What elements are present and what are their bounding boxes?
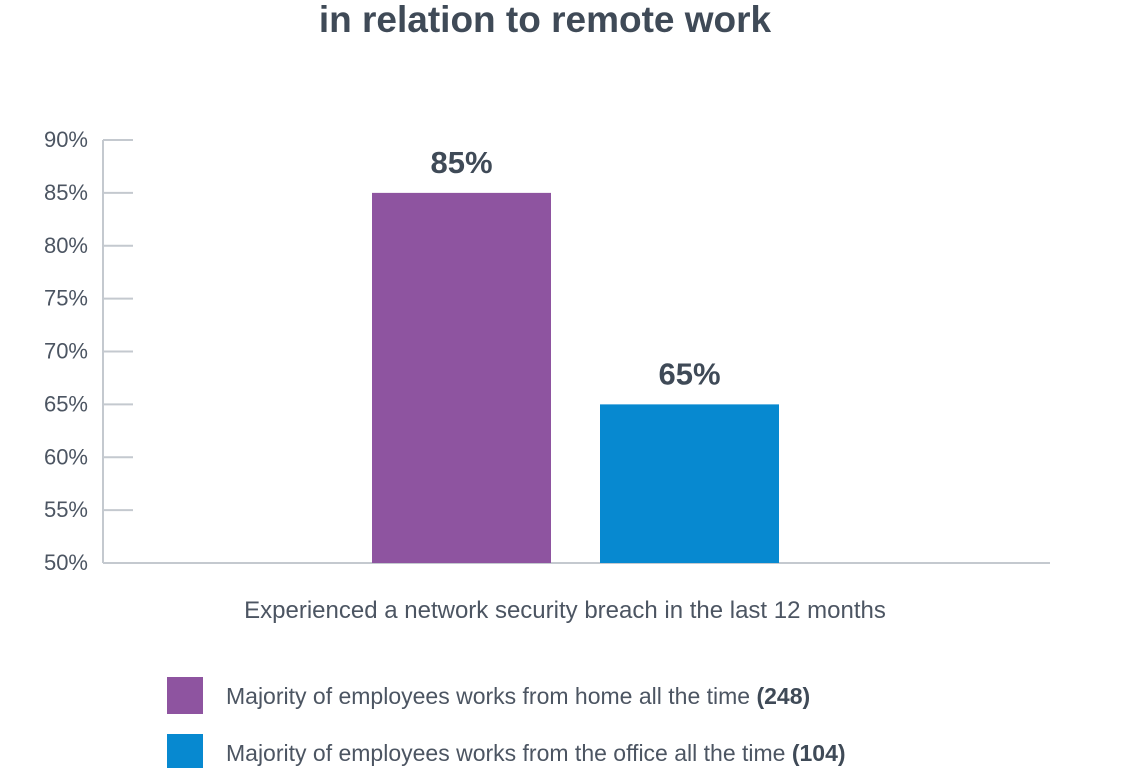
y-tick-label: 55% (44, 497, 88, 522)
y-tick-label: 65% (44, 391, 88, 416)
y-axis: 50% 55% 60% 65% 70% 75% 80% 85% 90% (44, 127, 133, 575)
data-labels: 85% 65% (430, 145, 720, 392)
legend-label: Majority of employees works from home al… (226, 683, 810, 709)
legend-label: Majority of employees works from the off… (226, 740, 846, 766)
legend-series-count: (104) (792, 740, 846, 766)
y-tick-label: 90% (44, 127, 88, 152)
legend-item-1: Majority of employees works from home al… (167, 677, 810, 714)
legend-series-name: Majority of employees works from the off… (226, 740, 792, 766)
bars (372, 192, 779, 563)
y-tick-label: 85% (44, 180, 88, 205)
data-label-series-1: 85% (430, 145, 492, 180)
legend-swatch (167, 734, 203, 768)
bar-series-1 (372, 192, 551, 563)
legend-swatch (167, 677, 203, 714)
data-label-series-2: 65% (658, 356, 720, 391)
y-tick-label: 80% (44, 233, 88, 258)
y-tick-label: 75% (44, 286, 88, 311)
legend: Majority of employees works from home al… (167, 677, 846, 768)
x-axis-label: Experienced a network security breach in… (244, 597, 886, 624)
bar-series-2 (600, 404, 779, 563)
legend-item-2: Majority of employees works from the off… (167, 734, 846, 768)
y-tick-label: 60% (44, 444, 88, 469)
chart-title: in relation to remote work (319, 0, 772, 40)
y-tick-label: 50% (44, 550, 88, 575)
y-tick-label: 70% (44, 339, 88, 364)
legend-series-count: (248) (756, 683, 810, 709)
legend-series-name: Majority of employees works from home al… (226, 683, 756, 709)
